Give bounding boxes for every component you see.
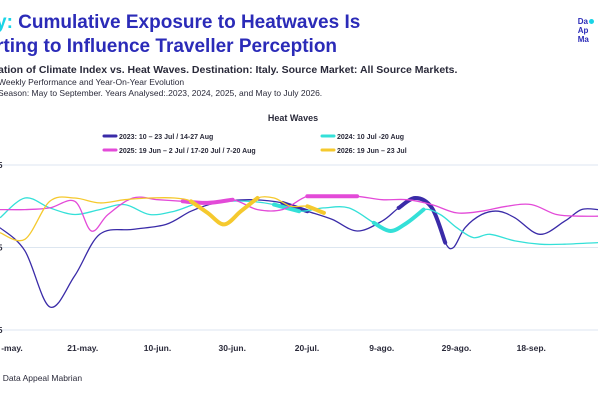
logo-line-1: Da [578,17,594,26]
source-note: : Data Appeal Mabrian [0,373,83,383]
chart-title-main: Cumulative Exposure to Heatwaves Is [12,12,361,33]
series-2025 [0,194,599,232]
x-tick-label-2: 10-jun. [144,343,171,353]
legend-label-2024: 2024: 10 Jul -20 Aug [337,134,404,141]
chart-title: y: Cumulative Exposure to Heatwaves Is [0,12,360,34]
x-tick-label-4: 20-jul. [295,343,320,353]
legend: 2023: 10 – 23 Jul / 14-27 Aug 2024: 10 Ju… [102,134,407,155]
x-tick-label-1: 21-may. [67,343,98,353]
series-2024 [0,197,599,246]
heatwave-segment-2024-1 [371,207,426,234]
grid [0,164,598,331]
legend-title: Heat Waves [268,113,318,123]
heatwave-segment-2026-1 [305,204,326,215]
x-tick-label-6: 29-ago. [442,343,472,353]
x-axis: -may. 21-may. 10-jun. 30-jun. 20-jul. 9-ago. 2… [1,343,546,353]
series-2026 [0,196,326,242]
x-tick-label-3: 30-jun. [219,343,246,353]
brand-logo: Da Ap Ma [578,17,594,44]
x-tick-label-5: 9-ago. [369,343,394,353]
series-line-2024 [0,197,599,246]
chart-subtitle: ation of Climate Index vs. Heat Waves. D… [0,64,458,76]
y-tick-label-1: 5 [0,244,3,253]
x-tick-label-0: -may. [1,343,23,353]
chart-title-accent: y: [0,12,13,33]
chart-subtitle-2: Weekly Performance and Year-On-Year Evol… [0,77,185,87]
y-tick-label-0: 5 [0,161,3,170]
series-line-2023 [0,197,599,308]
series-line-2025 [0,194,599,232]
legend-label-2026: 2026: 19 Jun – 23 Jul [337,148,407,155]
chart-title-line2: rting to Influence Traveller Perception [0,36,338,57]
chart-subtitle-3: Season: May to September. Years Analysed… [0,88,323,98]
logo-dot-icon [589,19,594,24]
heatwave-segment-2023-1 [396,195,448,245]
legend-label-2025: 2025: 19 Jun – 2 Jul / 17-20 Jul / 7-20 … [119,148,256,155]
legend-label-2023: 2023: 10 – 23 Jul / 14-27 Aug [119,134,213,141]
heatwave-segment-2026-0 [189,196,260,227]
y-axis: 5 5 5 [0,161,3,335]
logo-line-3: Ma [577,35,589,44]
x-tick-label-7: 18-sep. [517,343,546,353]
logo-line-2: Ap [577,26,589,35]
y-tick-label-2: 5 [0,326,3,335]
series-2023 [0,195,599,308]
heatwave-segment-2025-0 [180,197,235,205]
series-group [0,194,599,308]
